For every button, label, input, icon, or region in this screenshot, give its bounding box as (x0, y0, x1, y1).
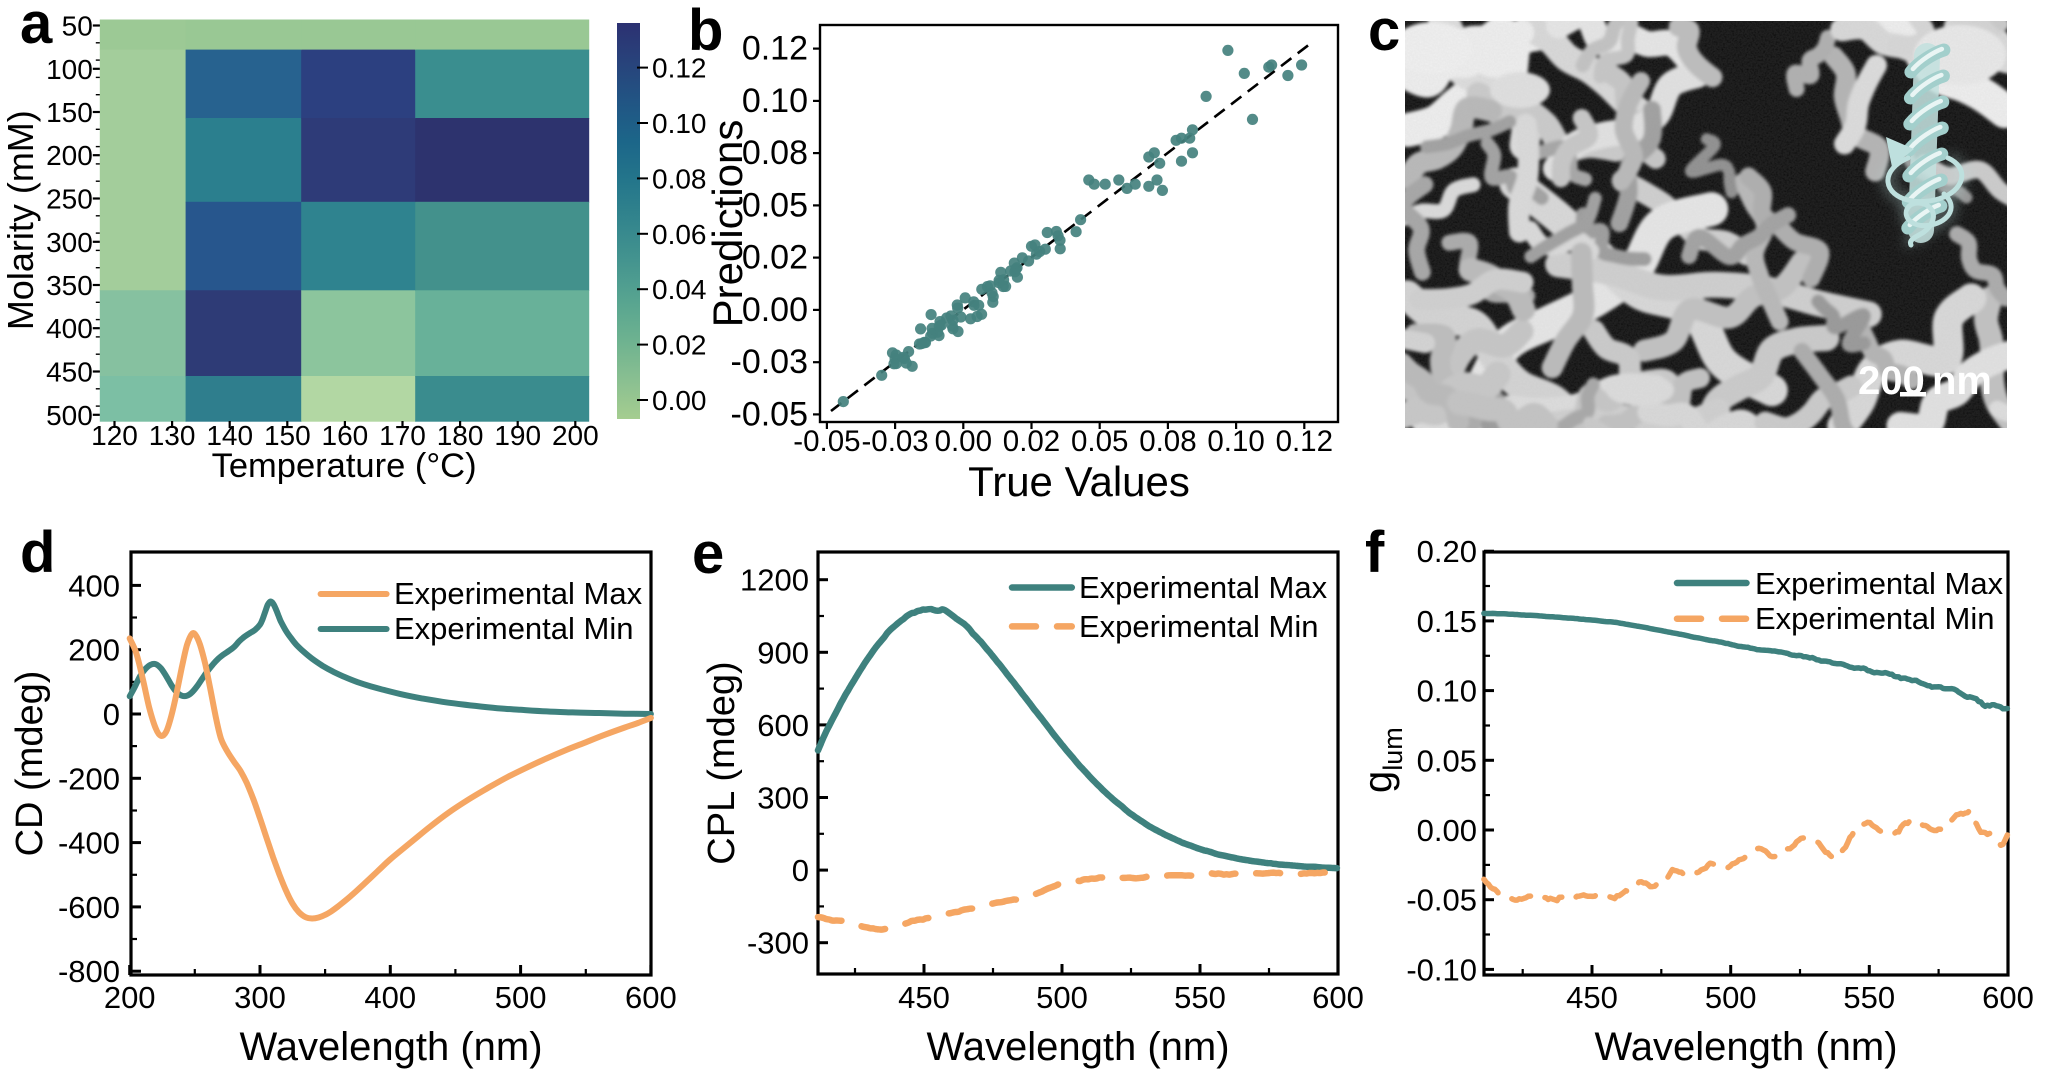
svg-text:0.00: 0.00 (1417, 813, 1477, 848)
svg-text:Experimental Max: Experimental Max (394, 576, 643, 611)
svg-text:0: 0 (103, 697, 120, 732)
svg-text:1200: 1200 (740, 563, 809, 598)
svg-text:0.10: 0.10 (652, 108, 707, 139)
svg-text:Experimental Min: Experimental Min (1755, 601, 1994, 636)
svg-text:50: 50 (62, 11, 93, 42)
svg-text:250: 250 (46, 184, 93, 215)
svg-text:400: 400 (364, 980, 416, 1015)
svg-text:Temperature (°C): Temperature (°C) (212, 447, 477, 485)
svg-text:0.10: 0.10 (742, 82, 808, 120)
svg-text:Predictions: Predictions (704, 120, 751, 328)
svg-text:400: 400 (68, 568, 120, 603)
svg-text:0.06: 0.06 (652, 219, 707, 250)
svg-text:180: 180 (437, 420, 484, 451)
svg-text:100: 100 (46, 54, 93, 85)
svg-text:0.05: 0.05 (1071, 425, 1128, 458)
svg-text:-200: -200 (58, 761, 120, 796)
svg-text:500: 500 (1705, 980, 1757, 1015)
svg-text:200: 200 (104, 980, 156, 1015)
svg-text:0.00: 0.00 (652, 385, 707, 416)
svg-text:Wavelength (nm): Wavelength (nm) (239, 1025, 542, 1069)
svg-text:300: 300 (234, 980, 286, 1015)
svg-text:Molarity (mM): Molarity (mM) (0, 110, 41, 330)
svg-text:0.04: 0.04 (652, 274, 707, 305)
svg-text:0.08: 0.08 (1139, 425, 1196, 458)
svg-text:True Values: True Values (968, 458, 1190, 505)
svg-text:c: c (1368, 0, 1400, 63)
svg-text:Experimental Max: Experimental Max (1079, 570, 1328, 605)
svg-text:450: 450 (1566, 980, 1618, 1015)
svg-text:300: 300 (46, 227, 93, 258)
svg-text:nm: nm (1932, 359, 1992, 403)
svg-text:500: 500 (46, 400, 93, 431)
svg-text:600: 600 (757, 708, 809, 743)
svg-text:600: 600 (1312, 980, 1364, 1015)
svg-text:0.00: 0.00 (935, 425, 992, 458)
svg-text:-300: -300 (747, 926, 809, 961)
svg-text:400: 400 (46, 313, 93, 344)
svg-text:f: f (1365, 520, 1385, 585)
svg-text:0.02: 0.02 (742, 239, 808, 277)
svg-text:160: 160 (322, 420, 369, 451)
svg-text:140: 140 (206, 420, 253, 451)
svg-text:300: 300 (757, 781, 809, 816)
svg-text:-600: -600 (58, 890, 120, 925)
svg-text:d: d (20, 520, 55, 585)
svg-text:CD (mdeg): CD (mdeg) (9, 671, 51, 857)
svg-text:Wavelength (nm): Wavelength (nm) (926, 1025, 1229, 1069)
svg-text:Experimental Min: Experimental Min (394, 611, 633, 646)
svg-text:0.05: 0.05 (1417, 743, 1477, 778)
svg-text:0.08: 0.08 (742, 134, 808, 172)
svg-text:0.20: 0.20 (1417, 534, 1477, 569)
svg-text:170: 170 (379, 420, 426, 451)
svg-text:-0.05: -0.05 (731, 395, 809, 433)
svg-text:e: e (692, 521, 724, 586)
svg-text:500: 500 (1036, 980, 1088, 1015)
svg-text:0.02: 0.02 (652, 330, 707, 361)
svg-text:600: 600 (1982, 980, 2034, 1015)
svg-text:-0.10: -0.10 (1406, 952, 1477, 987)
svg-text:0.05: 0.05 (742, 186, 808, 224)
svg-text:0.12: 0.12 (742, 30, 808, 68)
svg-text:-800: -800 (58, 954, 120, 989)
svg-text:0.10: 0.10 (1207, 425, 1264, 458)
svg-text:600: 600 (625, 980, 677, 1015)
svg-text:130: 130 (149, 420, 196, 451)
svg-text:550: 550 (1174, 980, 1226, 1015)
svg-text:0.02: 0.02 (1003, 425, 1060, 458)
svg-text:350: 350 (46, 270, 93, 301)
svg-text:0.08: 0.08 (652, 163, 707, 194)
svg-text:0.10: 0.10 (1417, 674, 1477, 709)
svg-text:Experimental Min: Experimental Min (1079, 609, 1318, 644)
svg-text:-0.03: -0.03 (861, 425, 928, 458)
svg-text:0.00: 0.00 (742, 291, 808, 329)
svg-text:Wavelength (nm): Wavelength (nm) (1594, 1025, 1897, 1069)
svg-text:CPL (mdeg): CPL (mdeg) (701, 661, 743, 864)
svg-text:-0.05: -0.05 (793, 425, 860, 458)
svg-text:500: 500 (495, 980, 547, 1015)
svg-text:200: 200 (552, 420, 599, 451)
svg-text:120: 120 (91, 420, 138, 451)
svg-text:190: 190 (494, 420, 541, 451)
svg-text:-400: -400 (58, 826, 120, 861)
svg-text:0.12: 0.12 (652, 53, 707, 84)
svg-text:900: 900 (757, 635, 809, 670)
svg-text:a: a (20, 0, 53, 56)
svg-text:150: 150 (264, 420, 311, 451)
svg-text:150: 150 (46, 97, 93, 128)
svg-text:550: 550 (1843, 980, 1895, 1015)
svg-text:200: 200 (68, 633, 120, 668)
svg-text:200: 200 (46, 140, 93, 171)
svg-text:glum: glum (1356, 727, 1408, 793)
svg-text:Experimental Max: Experimental Max (1755, 566, 2004, 601)
svg-text:-0.05: -0.05 (1406, 883, 1477, 918)
svg-text:b: b (688, 0, 723, 63)
svg-text:450: 450 (898, 980, 950, 1015)
svg-text:0.12: 0.12 (1276, 425, 1333, 458)
svg-text:0.15: 0.15 (1417, 604, 1477, 639)
svg-text:450: 450 (46, 357, 93, 388)
svg-text:-0.03: -0.03 (731, 343, 809, 381)
svg-text:0: 0 (792, 853, 809, 888)
